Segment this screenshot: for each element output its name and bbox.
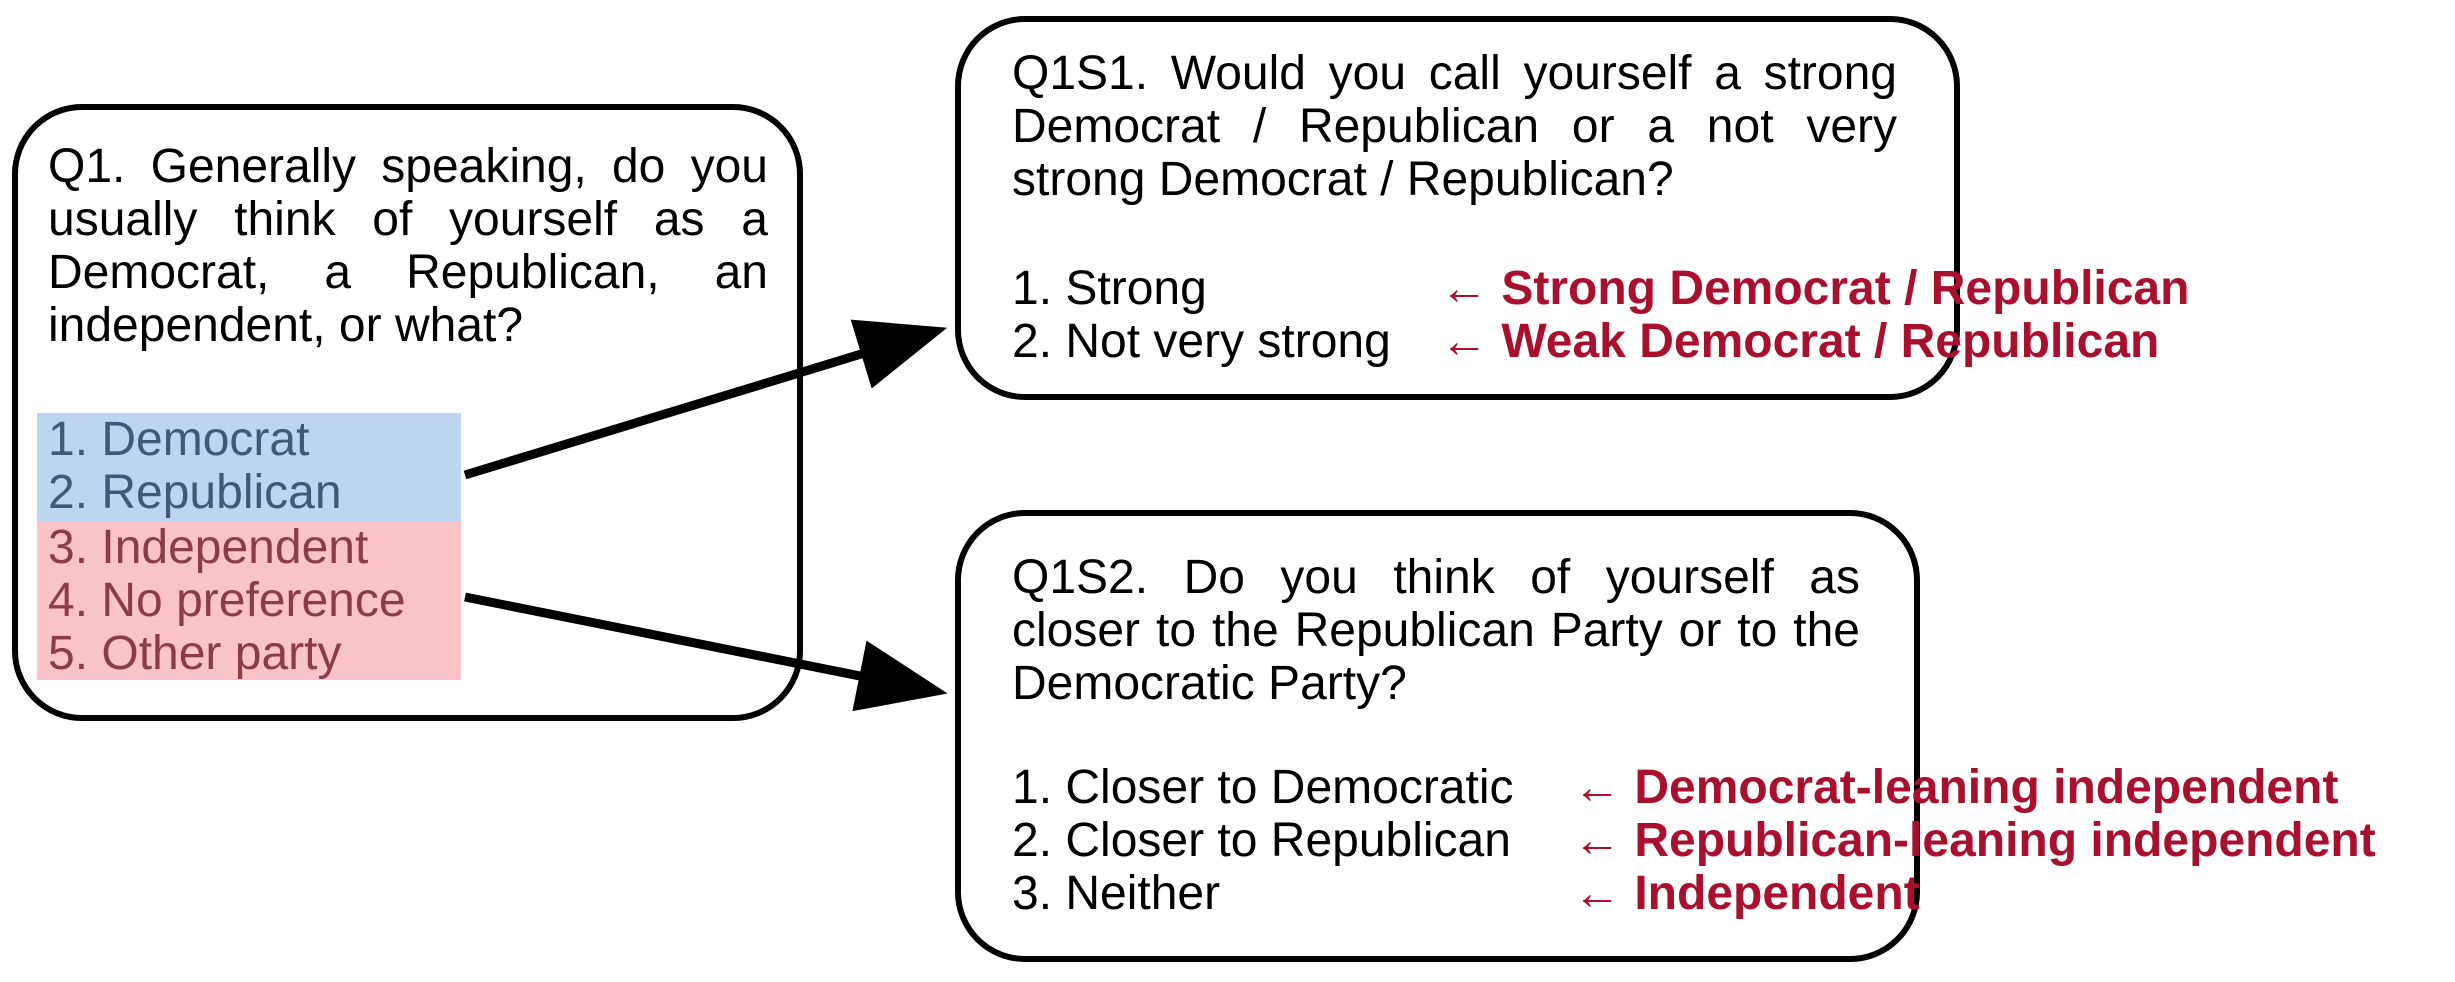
left-arrow-icon: ←: [1573, 761, 1621, 814]
q1-option-independent: 3. Independent: [48, 521, 369, 574]
result-label: Weak Democrat / Republican: [1501, 315, 2160, 368]
left-arrow-icon: ←: [1573, 814, 1621, 867]
q1s2-option-closer-republican: 2. Closer to Republican: [1012, 814, 1511, 867]
q1s1-box: [955, 16, 1960, 400]
q1-question: Q1. Generally speaking, do you usually t…: [48, 140, 768, 352]
nonpartisan-options-highlight: [37, 521, 461, 680]
q1-option-no-preference: 4. No preference: [48, 574, 406, 627]
result-label: Strong Democrat / Republican: [1501, 262, 2190, 315]
left-arrow-icon: ←: [1573, 867, 1621, 920]
left-arrow-icon: ←: [1440, 315, 1488, 368]
result-label: Independent: [1634, 867, 1920, 920]
q1s1-result-weak: ← Weak Democrat / Republican: [1440, 315, 2159, 368]
partisan-options-highlight: [37, 413, 461, 521]
q1s1-result-strong: ← Strong Democrat / Republican: [1440, 262, 2189, 315]
q1s1-option-not-very-strong: 2. Not very strong: [1012, 315, 1391, 368]
left-arrow-icon: ←: [1440, 262, 1488, 315]
q1s2-result-republican-leaning: ← Republican-leaning independent: [1573, 814, 2376, 867]
arrow-to-q1s2: [464, 592, 948, 712]
result-label: Republican-leaning independent: [1634, 814, 2376, 867]
result-label: Democrat-leaning independent: [1634, 761, 2339, 814]
q1-option-other-party: 5. Other party: [48, 627, 342, 680]
q1s1-option-strong: 1. Strong: [1012, 262, 1207, 315]
q1-option-republican: 2. Republican: [48, 466, 342, 519]
q1s2-result-democrat-leaning: ← Democrat-leaning independent: [1573, 761, 2338, 814]
q1s2-result-independent: ← Independent: [1573, 867, 1920, 920]
arrow-to-q1s1: [463, 319, 948, 480]
q1s2-option-closer-democratic: 1. Closer to Democratic: [1012, 761, 1514, 814]
q1s2-option-neither: 3. Neither: [1012, 867, 1221, 920]
q1-option-democrat: 1. Democrat: [48, 413, 310, 466]
q1s2-box: [955, 510, 1920, 962]
q1s2-question: Q1S2. Do you think of yourself as closer…: [1012, 551, 1860, 710]
q1s1-question: Q1S1. Would you call yourself a strong D…: [1012, 47, 1897, 206]
